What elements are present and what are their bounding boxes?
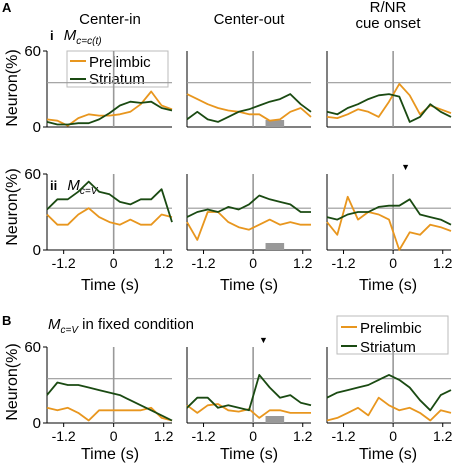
legend-b-striatum-label: Striatum bbox=[360, 339, 416, 356]
legend-a-striatum-label: Striatum bbox=[89, 71, 145, 88]
legend-a-prelimbic-label: Prelimbic bbox=[89, 54, 151, 71]
panel-a-ii-center-out-x-tick-label-1: 0 bbox=[249, 255, 257, 271]
panel-letter-b: B bbox=[2, 313, 11, 328]
column-title-center-out: Center-out bbox=[214, 11, 286, 28]
xlabel-center-in-b: Time (s) bbox=[81, 446, 139, 463]
xlabel-center-out-b: Time (s) bbox=[220, 446, 278, 463]
panel-a-i-cue-onset-striatum-line bbox=[326, 93, 452, 123]
panel-a-ii-center-in-x-tick-label-1: 0 bbox=[110, 255, 118, 271]
ylabel-row-b: Neuron(%) bbox=[4, 343, 21, 420]
row-label-b: Mc=V in fixed condition bbox=[48, 316, 194, 336]
panel-a-i-center-out-striatum-line bbox=[186, 93, 312, 123]
legend-b-prelimbic-label: Prelimbic bbox=[360, 320, 422, 337]
panel-b-center-out-x-tick-label-2: 1.2 bbox=[293, 428, 313, 444]
panel-a-ii-cue-onset: ▼ -1.2 0 1.2 bbox=[326, 162, 453, 271]
panel-a-ii-center-in-y-tick-label-0: 0 bbox=[33, 242, 41, 259]
ylabel-row-a-i: Neuron(%) bbox=[4, 49, 21, 126]
ylabel-row-a-ii: Neuron(%) bbox=[4, 168, 21, 245]
panel-b-center-in: 0 60 -1.2 0 1.2 bbox=[24, 339, 173, 444]
row-label-i: i Mc=c(t) bbox=[50, 27, 102, 47]
panel-b-center-out: ▼ -1.2 0 1.2 bbox=[186, 335, 313, 444]
panel-b-cue-onset-prelimbic-line bbox=[326, 396, 452, 422]
panel-a-i-center-out-prelimbic-line bbox=[186, 93, 312, 122]
legend-a: Prelimbic Striatum bbox=[66, 50, 169, 88]
panel-a-i-center-in-y-tick-label-60: 60 bbox=[24, 43, 41, 60]
panel-a-ii-center-out-x-tick-label-2: 1.2 bbox=[293, 255, 313, 271]
panel-b-center-in-striatum-line bbox=[46, 381, 173, 422]
panel-a-ii-cue-onset-arrow-marker: ▼ bbox=[401, 162, 410, 172]
panel-b-center-in-x-tick-label-1: 0 bbox=[110, 428, 118, 444]
panel-b-center-out-striatum-line bbox=[186, 373, 312, 412]
panel-b-cue-onset-x-tick-label-1: 0 bbox=[389, 428, 397, 444]
panel-a-ii-center-in-prelimbic-line bbox=[46, 207, 173, 226]
panel-b-center-in-y-tick-label-0: 0 bbox=[33, 415, 41, 432]
panel-a-ii-center-out-prelimbic-line bbox=[186, 211, 311, 241]
panel-b-center-in-y-tick-label-60: 60 bbox=[24, 339, 41, 356]
plot-area: 0 60 0 60 -1.2 0 1.2 -1.2 0 1.2 ▼ -1.2 0 1.2 0 60 -1.2 0 1… bbox=[24, 43, 452, 444]
row-label-ii: ii Mc=V bbox=[50, 177, 99, 197]
panel-a-ii-center-in-y-tick-label-60: 60 bbox=[24, 166, 41, 183]
panel-a-ii-cue-onset-x-tick-label-0: -1.2 bbox=[331, 255, 355, 271]
legend-a-box bbox=[66, 50, 169, 88]
panel-b-center-in-x-tick-label-2: 1.2 bbox=[154, 428, 174, 444]
panel-b-center-out-shaded-period bbox=[265, 416, 285, 423]
panel-a-ii-center-in-x-tick-label-0: -1.2 bbox=[52, 255, 76, 271]
panel-a-i-center-in-striatum-line bbox=[46, 100, 173, 126]
panel-a-ii-center-out-striatum-line bbox=[186, 194, 311, 218]
panel-a-ii-center-in-x-tick-label-2: 1.2 bbox=[154, 255, 174, 271]
panel-a-ii-center-out-x-tick-label-0: -1.2 bbox=[191, 255, 215, 271]
panel-a-ii-center-out-shaded-period bbox=[265, 243, 285, 250]
panel-b-cue-onset-x-tick-label-0: -1.2 bbox=[331, 428, 355, 444]
panel-a-i-center-in-y-tick-label-0: 0 bbox=[33, 119, 41, 136]
panel-b-center-in-prelimbic-line bbox=[46, 406, 173, 422]
panel-a-ii-cue-onset-striatum-line bbox=[326, 198, 452, 226]
panel-letter-a: A bbox=[2, 0, 12, 15]
panel-a-ii-center-in: 0 60 -1.2 0 1.2 bbox=[24, 166, 173, 271]
panel-b-center-out-x-tick-label-1: 0 bbox=[249, 428, 257, 444]
xlabel-center-out-a: Time (s) bbox=[220, 277, 278, 294]
xlabel-cue-onset-b: Time (s) bbox=[359, 446, 417, 463]
panel-a-i-center-out-shaded-period bbox=[265, 120, 285, 127]
panel-a-i-cue-onset-prelimbic-line bbox=[326, 83, 452, 119]
xlabel-center-in-a: Time (s) bbox=[81, 277, 139, 294]
column-title-cue-onset-line1: R/NR bbox=[370, 0, 407, 16]
roman-i: i bbox=[50, 28, 54, 43]
panel-a-ii-center-in-striatum-line bbox=[46, 180, 173, 223]
panel-b-cue-onset: -1.2 0 1.2 bbox=[326, 347, 453, 444]
panel-b-center-in-x-tick-label-0: -1.2 bbox=[52, 428, 76, 444]
panel-b-center-out-x-tick-label-0: -1.2 bbox=[191, 428, 215, 444]
panel-a-i-center-in-prelimbic-line bbox=[46, 90, 173, 127]
panel-b-cue-onset-striatum-line bbox=[326, 373, 452, 412]
panel-a-i-center-in: 0 60 bbox=[24, 43, 173, 136]
column-title-cue-onset: R/NR cue onset bbox=[355, 0, 421, 32]
column-title-cue-onset-line2: cue onset bbox=[355, 15, 421, 32]
panel-b-center-out-arrow-marker: ▼ bbox=[259, 335, 268, 345]
panel-a-ii-center-out: -1.2 0 1.2 bbox=[186, 174, 313, 271]
xlabel-cue-onset-a: Time (s) bbox=[359, 277, 417, 294]
roman-ii: ii bbox=[50, 178, 57, 193]
column-title-center-in: Center-in bbox=[79, 11, 141, 28]
panel-a-ii-cue-onset-x-tick-label-1: 0 bbox=[389, 255, 397, 271]
panel-b-cue-onset-x-tick-label-2: 1.2 bbox=[433, 428, 453, 444]
panel-a-i-cue-onset bbox=[326, 51, 452, 128]
panel-a-ii-cue-onset-x-tick-label-2: 1.2 bbox=[433, 255, 453, 271]
panel-a-i-center-out bbox=[186, 51, 312, 128]
panel-a-ii-cue-onset-prelimbic-line bbox=[326, 195, 452, 251]
